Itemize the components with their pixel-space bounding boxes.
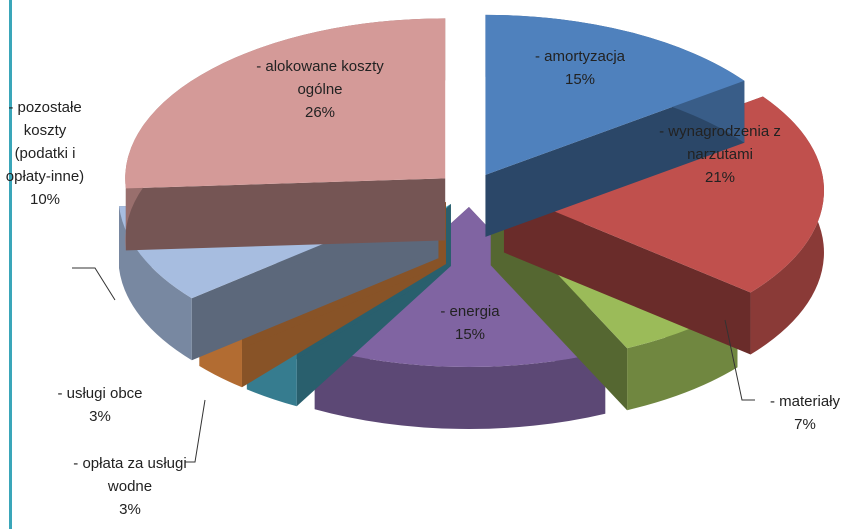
category-label: - usługi obce bbox=[57, 385, 143, 402]
data-label: - materiały 7% bbox=[750, 390, 860, 436]
category-label: - pozostałe koszty (podatki i opłaty-inn… bbox=[5, 99, 85, 185]
slice bbox=[503, 96, 824, 293]
data-label: - energia 15% bbox=[400, 300, 540, 346]
data-label: - usługi obce 3% bbox=[40, 382, 160, 428]
slice-wall bbox=[503, 190, 751, 355]
value-label: 15% bbox=[454, 326, 486, 343]
slice bbox=[314, 206, 606, 367]
value-label: 15% bbox=[564, 71, 596, 88]
category-label: - energia bbox=[440, 303, 500, 320]
slice-side bbox=[314, 347, 606, 429]
value-label: 26% bbox=[304, 104, 336, 121]
slice-side bbox=[119, 206, 192, 361]
value-label: 10% bbox=[29, 191, 61, 208]
slice-wall bbox=[125, 178, 446, 251]
slice bbox=[485, 14, 745, 237]
data-label: - amortyzacja 15% bbox=[500, 45, 660, 91]
value-label: 3% bbox=[119, 501, 141, 518]
category-label: - materiały bbox=[769, 393, 840, 410]
data-label: - opłata za usługi wodne 3% bbox=[55, 452, 205, 521]
slice-wall bbox=[485, 80, 745, 237]
slices bbox=[119, 14, 824, 429]
leader-line bbox=[185, 399, 206, 463]
leader-lines bbox=[72, 267, 755, 463]
category-label: - amortyzacja bbox=[534, 48, 626, 65]
frame-edge bbox=[9, 0, 12, 529]
value-label: 21% bbox=[704, 169, 736, 186]
data-label: - wynagrodzenia z narzutami 21% bbox=[633, 120, 808, 189]
leader-line bbox=[72, 267, 116, 301]
category-label: - opłata za usługi wodne bbox=[73, 455, 187, 495]
slice bbox=[485, 14, 745, 175]
value-label: 7% bbox=[794, 416, 816, 433]
slice bbox=[125, 18, 446, 251]
data-label: - pozostałe koszty (podatki i opłaty-inn… bbox=[5, 96, 85, 211]
value-label: 3% bbox=[89, 408, 111, 425]
category-label: - alokowane koszty ogólne bbox=[256, 58, 384, 98]
leader-line bbox=[724, 319, 755, 401]
data-label: - alokowane koszty ogólne 26% bbox=[245, 55, 395, 124]
slice bbox=[125, 18, 446, 189]
category-label: - wynagrodzenia z narzutami bbox=[659, 123, 781, 163]
